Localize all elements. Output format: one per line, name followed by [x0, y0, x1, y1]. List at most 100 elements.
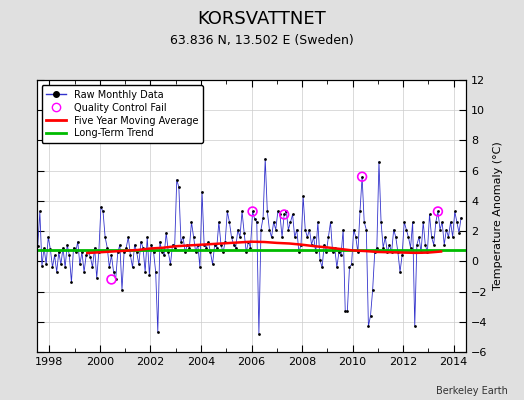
Point [191, 249, 200, 256]
Point [362, 226, 370, 233]
Point [107, 252, 116, 258]
Point [253, 219, 261, 225]
Point [444, 234, 453, 240]
Point [419, 219, 428, 225]
Point [457, 214, 465, 221]
Point [196, 264, 204, 270]
Point [114, 249, 122, 256]
Point [185, 244, 193, 251]
Point [143, 234, 151, 240]
Point [61, 264, 69, 270]
Point [436, 226, 444, 233]
Point [219, 249, 227, 256]
Point [335, 249, 343, 256]
Point [240, 230, 248, 236]
Point [310, 234, 318, 240]
Point [93, 275, 101, 281]
Point [404, 234, 412, 240]
Point [350, 226, 358, 233]
Point [246, 244, 255, 251]
Point [130, 242, 139, 248]
Point [223, 208, 232, 215]
Point [364, 323, 373, 330]
Point [265, 226, 274, 233]
Point [308, 242, 316, 248]
Point [358, 174, 366, 180]
Point [135, 261, 143, 268]
Point [34, 243, 42, 250]
Point [154, 329, 162, 336]
Point [286, 219, 294, 225]
Point [297, 242, 305, 248]
Point [103, 244, 112, 251]
Point [225, 219, 234, 225]
Point [236, 234, 244, 240]
Point [446, 219, 455, 225]
Point [455, 230, 463, 236]
Point [234, 226, 242, 233]
Point [40, 244, 48, 251]
Point [411, 323, 419, 330]
Point [151, 269, 160, 275]
Point [227, 234, 236, 240]
Point [440, 242, 449, 248]
Point [99, 208, 107, 215]
Point [42, 261, 50, 268]
Point [57, 261, 65, 268]
Point [255, 331, 263, 337]
Point [375, 158, 383, 165]
Point [120, 249, 128, 256]
Point [269, 219, 278, 225]
Point [116, 242, 124, 248]
Point [63, 242, 71, 248]
Point [118, 287, 126, 293]
Point [238, 208, 246, 215]
Point [128, 264, 137, 270]
Point [181, 249, 189, 256]
Point [67, 279, 75, 286]
Point [198, 189, 206, 195]
Point [52, 269, 61, 275]
Point [164, 249, 172, 256]
Point [423, 249, 432, 256]
Point [105, 264, 114, 270]
Point [303, 234, 312, 240]
Point [290, 234, 299, 240]
Point [356, 208, 364, 215]
Point [358, 174, 366, 180]
Point [217, 242, 225, 248]
Point [122, 244, 130, 251]
Point [421, 242, 430, 248]
Point [168, 242, 177, 248]
Point [200, 242, 209, 248]
Point [316, 257, 324, 263]
Point [413, 242, 421, 248]
Point [284, 226, 292, 233]
Point [202, 244, 211, 251]
Point [339, 226, 347, 233]
Point [69, 244, 78, 251]
Point [280, 211, 288, 218]
Point [314, 219, 322, 225]
Point [89, 264, 97, 270]
Point [187, 219, 195, 225]
Point [354, 249, 362, 256]
Point [301, 226, 310, 233]
Point [112, 276, 120, 283]
Point [345, 264, 354, 270]
Point [276, 211, 284, 218]
Point [75, 261, 84, 268]
Point [242, 249, 250, 256]
Point [215, 219, 223, 225]
Point [366, 312, 375, 319]
Point [370, 249, 379, 256]
Point [71, 249, 80, 256]
Point [139, 244, 147, 251]
Point [97, 204, 105, 210]
Point [377, 219, 385, 225]
Point [385, 242, 394, 248]
Point [312, 249, 320, 256]
Text: 63.836 N, 13.502 E (Sweden): 63.836 N, 13.502 E (Sweden) [170, 34, 354, 47]
Point [263, 208, 271, 215]
Point [331, 244, 339, 251]
